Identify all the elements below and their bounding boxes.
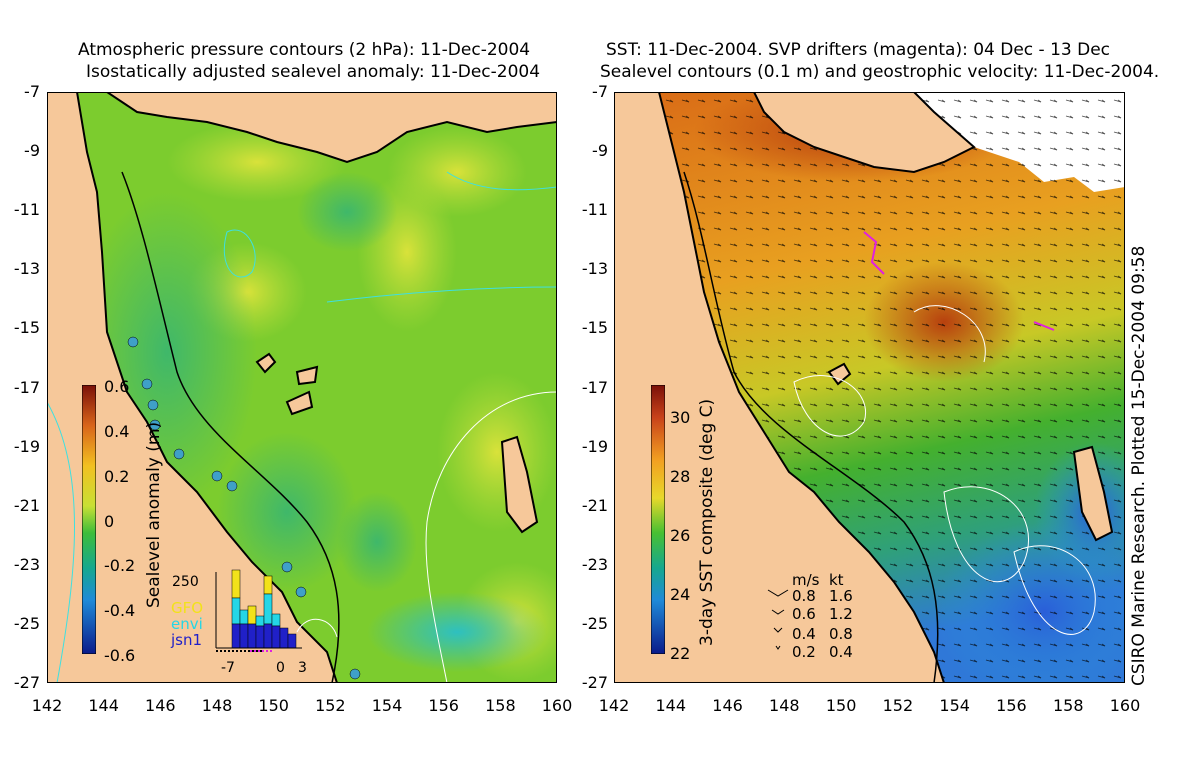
histogram-legend-envi: envi — [171, 615, 203, 633]
x-tick-label: 156 — [996, 696, 1027, 715]
colorbar-tick-label: 22 — [670, 644, 691, 663]
histogram-legend-gfo: GFO — [171, 599, 204, 617]
y-tick-label: -21 — [13, 495, 40, 515]
velocity-legend-ms-header: m/s — [792, 571, 820, 589]
left-map-frame — [47, 92, 557, 683]
colorbar-tick-label: -0.2 — [104, 556, 136, 576]
colorbar-tick-label: 28 — [670, 467, 691, 486]
y-tick-label: -17 — [13, 377, 40, 397]
velocity-legend-kt: 0.4 — [829, 643, 853, 661]
colorbar-tick-label: 0.4 — [104, 421, 130, 441]
x-tick-label: 152 — [315, 696, 346, 715]
sst-colorbar-label: 3-day SST composite (deg C) — [697, 398, 717, 646]
histogram-x-tick: 0 — [276, 660, 285, 676]
colorbar-tick-label: 0.6 — [104, 377, 130, 396]
right-title-line2: Sealevel contours (0.1 m) and geostrophi… — [600, 62, 1160, 82]
x-tick-label: 160 — [1109, 696, 1141, 715]
x-tick-label: 142 — [31, 696, 63, 715]
x-tick-label: 142 — [598, 696, 630, 715]
y-tick-label: -15 — [581, 318, 608, 338]
velocity-legend-arrows — [767, 589, 789, 650]
velocity-legend-ms: 0.4 — [792, 625, 816, 643]
credit-text: CSIRO Marine Research. Plotted 15-Dec-20… — [1129, 245, 1149, 686]
y-tick-label: -9 — [24, 141, 40, 161]
y-tick-label: -23 — [13, 554, 40, 574]
x-tick-label: 148 — [201, 696, 233, 715]
x-tick-label: 154 — [939, 696, 970, 715]
y-tick-label: -17 — [581, 377, 608, 397]
y-tick-label: -15 — [13, 318, 40, 338]
histogram-y-label: 250 — [172, 574, 199, 590]
colorbar-tick-label: 0 — [104, 511, 115, 531]
y-tick-label: -25 — [581, 613, 608, 633]
velocity-legend-ms: 0.2 — [792, 643, 816, 661]
velocity-legend-kt: 0.8 — [829, 625, 853, 643]
y-tick-label: -23 — [581, 554, 608, 574]
y-tick-label: -13 — [581, 259, 608, 279]
velocity-legend-kt: 1.2 — [829, 605, 853, 623]
colorbar-tick-label: 30 — [670, 408, 691, 427]
right-map-frame — [614, 92, 1125, 683]
y-tick-label: -11 — [13, 200, 40, 220]
velocity-legend-ms: 0.6 — [792, 605, 816, 623]
sealevel-colorbar-label: Sealevel anomaly (m) — [144, 421, 164, 608]
x-tick-label: 152 — [882, 696, 914, 715]
x-tick-label: 150 — [258, 696, 289, 715]
x-tick-label: 144 — [88, 696, 119, 715]
y-tick-label: -7 — [24, 82, 40, 101]
right-title-line1: SST: 11-Dec-2004. SVP drifters (magenta)… — [606, 40, 1111, 60]
y-tick-label: -7 — [592, 82, 608, 101]
histogram-legend-jsn1: jsn1 — [171, 631, 203, 649]
x-tick-label: 154 — [371, 696, 403, 715]
sealevel-anomaly-map — [47, 92, 557, 683]
left-title-line1: Atmospheric pressure contours (2 hPa): 1… — [78, 40, 531, 60]
x-tick-label: 156 — [428, 696, 459, 715]
colorbar-tick-label: 26 — [670, 526, 691, 545]
histogram-x-tick: 3 — [298, 660, 307, 676]
x-tick-label: 146 — [712, 696, 743, 715]
y-tick-label: -27 — [13, 673, 40, 692]
y-tick-label: -19 — [581, 436, 608, 456]
sealevel-colorbar — [82, 385, 96, 654]
x-tick-label: 160 — [541, 696, 573, 715]
y-tick-label: -27 — [581, 673, 608, 692]
velocity-legend-ms: 0.8 — [792, 587, 816, 605]
x-tick-label: 158 — [485, 696, 516, 715]
altimeter-histogram — [215, 569, 302, 652]
velocity-legend-kt: 1.6 — [829, 587, 853, 605]
y-tick-label: -11 — [581, 200, 608, 220]
y-tick-label: -9 — [592, 141, 608, 161]
x-tick-label: 144 — [655, 696, 687, 715]
velocity-legend-kt-header: kt — [829, 571, 844, 589]
x-tick-label: 150 — [825, 696, 857, 715]
y-tick-label: -21 — [581, 495, 608, 515]
y-tick-label: -25 — [13, 613, 40, 633]
x-tick-label: 148 — [769, 696, 800, 715]
left-title-line2: Isostatically adjusted sealevel anomaly:… — [86, 62, 541, 82]
sst-map — [614, 92, 1125, 683]
y-tick-label: -19 — [13, 436, 40, 456]
histogram-x-tick: -7 — [221, 660, 235, 676]
colorbar-tick-label: 0.2 — [104, 466, 130, 486]
colorbar-tick-label: -0.6 — [104, 646, 136, 665]
x-tick-label: 158 — [1052, 696, 1084, 715]
x-tick-label: 146 — [145, 696, 176, 715]
colorbar-tick-label: -0.4 — [104, 601, 136, 621]
colorbar-tick-label: 24 — [670, 585, 691, 604]
sst-colorbar — [651, 385, 665, 654]
y-tick-label: -13 — [13, 259, 40, 279]
